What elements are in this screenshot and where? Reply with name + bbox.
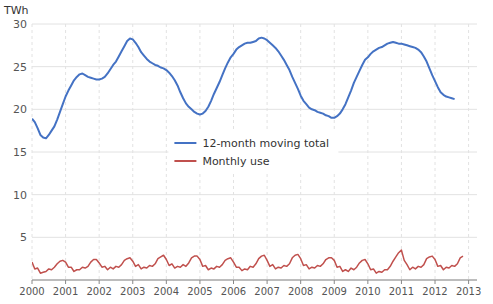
legend-swatch [174, 160, 196, 162]
x-tick-label: 2001 [53, 286, 78, 297]
x-grid-line [468, 24, 469, 280]
y-tick-label: 5 [20, 231, 27, 244]
x-tick-label: 2013 [456, 286, 481, 297]
x-tick [99, 280, 100, 284]
x-grid-line [435, 24, 436, 280]
x-tick [267, 280, 268, 284]
y-tick-label: 20 [13, 103, 27, 116]
x-tick [300, 280, 301, 284]
x-tick-label: 2008 [288, 286, 313, 297]
legend-label: 12-month moving total [202, 137, 329, 150]
y-tick-label: 15 [13, 146, 27, 159]
grid [32, 24, 477, 280]
y-tick-label: 10 [13, 189, 27, 202]
x-tick-label: 2002 [86, 286, 111, 297]
x-grid-line [132, 24, 133, 280]
x-grid-line [367, 24, 368, 280]
x-tick [468, 280, 469, 284]
x-tick [166, 280, 167, 284]
x-tick [32, 280, 33, 284]
y-tick-label: 25 [13, 61, 27, 74]
lines [32, 38, 463, 274]
x-tick-label: 2006 [221, 286, 246, 297]
x-tick-label: 2007 [254, 286, 279, 297]
x-grid-line [32, 24, 33, 280]
x-tick-label: 2012 [422, 286, 447, 297]
x-tick [199, 280, 200, 284]
x-tick-label: 2004 [154, 286, 179, 297]
legend: 12-month moving total Monthly use [168, 130, 338, 174]
x-tick-label: 2005 [187, 286, 212, 297]
x-grid-line [99, 24, 100, 280]
x-tick [435, 280, 436, 284]
series-line [32, 38, 455, 139]
x-grid-line [401, 24, 402, 280]
chart: 5 10 15 20 25 30 2000 2001 2002 2003 2004 2005 2006 2… [0, 0, 493, 304]
x-tick [367, 280, 368, 284]
x-tick [132, 280, 133, 284]
x-tick [65, 280, 66, 284]
x-tick [401, 280, 402, 284]
legend-label: Monthly use [202, 155, 269, 168]
x-tick [334, 280, 335, 284]
x-grid-line [65, 24, 66, 280]
series-line [32, 250, 463, 273]
legend-swatch [174, 142, 196, 144]
x-tick-label: 2000 [19, 286, 44, 297]
x-tick-label: 2010 [355, 286, 380, 297]
y-axis-label: TWh [3, 4, 29, 17]
x-tick-label: 2011 [389, 286, 414, 297]
x-tick-label: 2009 [322, 286, 347, 297]
y-tick-label: 30 [13, 18, 27, 31]
x-grid-line [166, 24, 167, 280]
x-tick [233, 280, 234, 284]
x-tick-label: 2003 [120, 286, 145, 297]
legend-background [168, 130, 338, 174]
